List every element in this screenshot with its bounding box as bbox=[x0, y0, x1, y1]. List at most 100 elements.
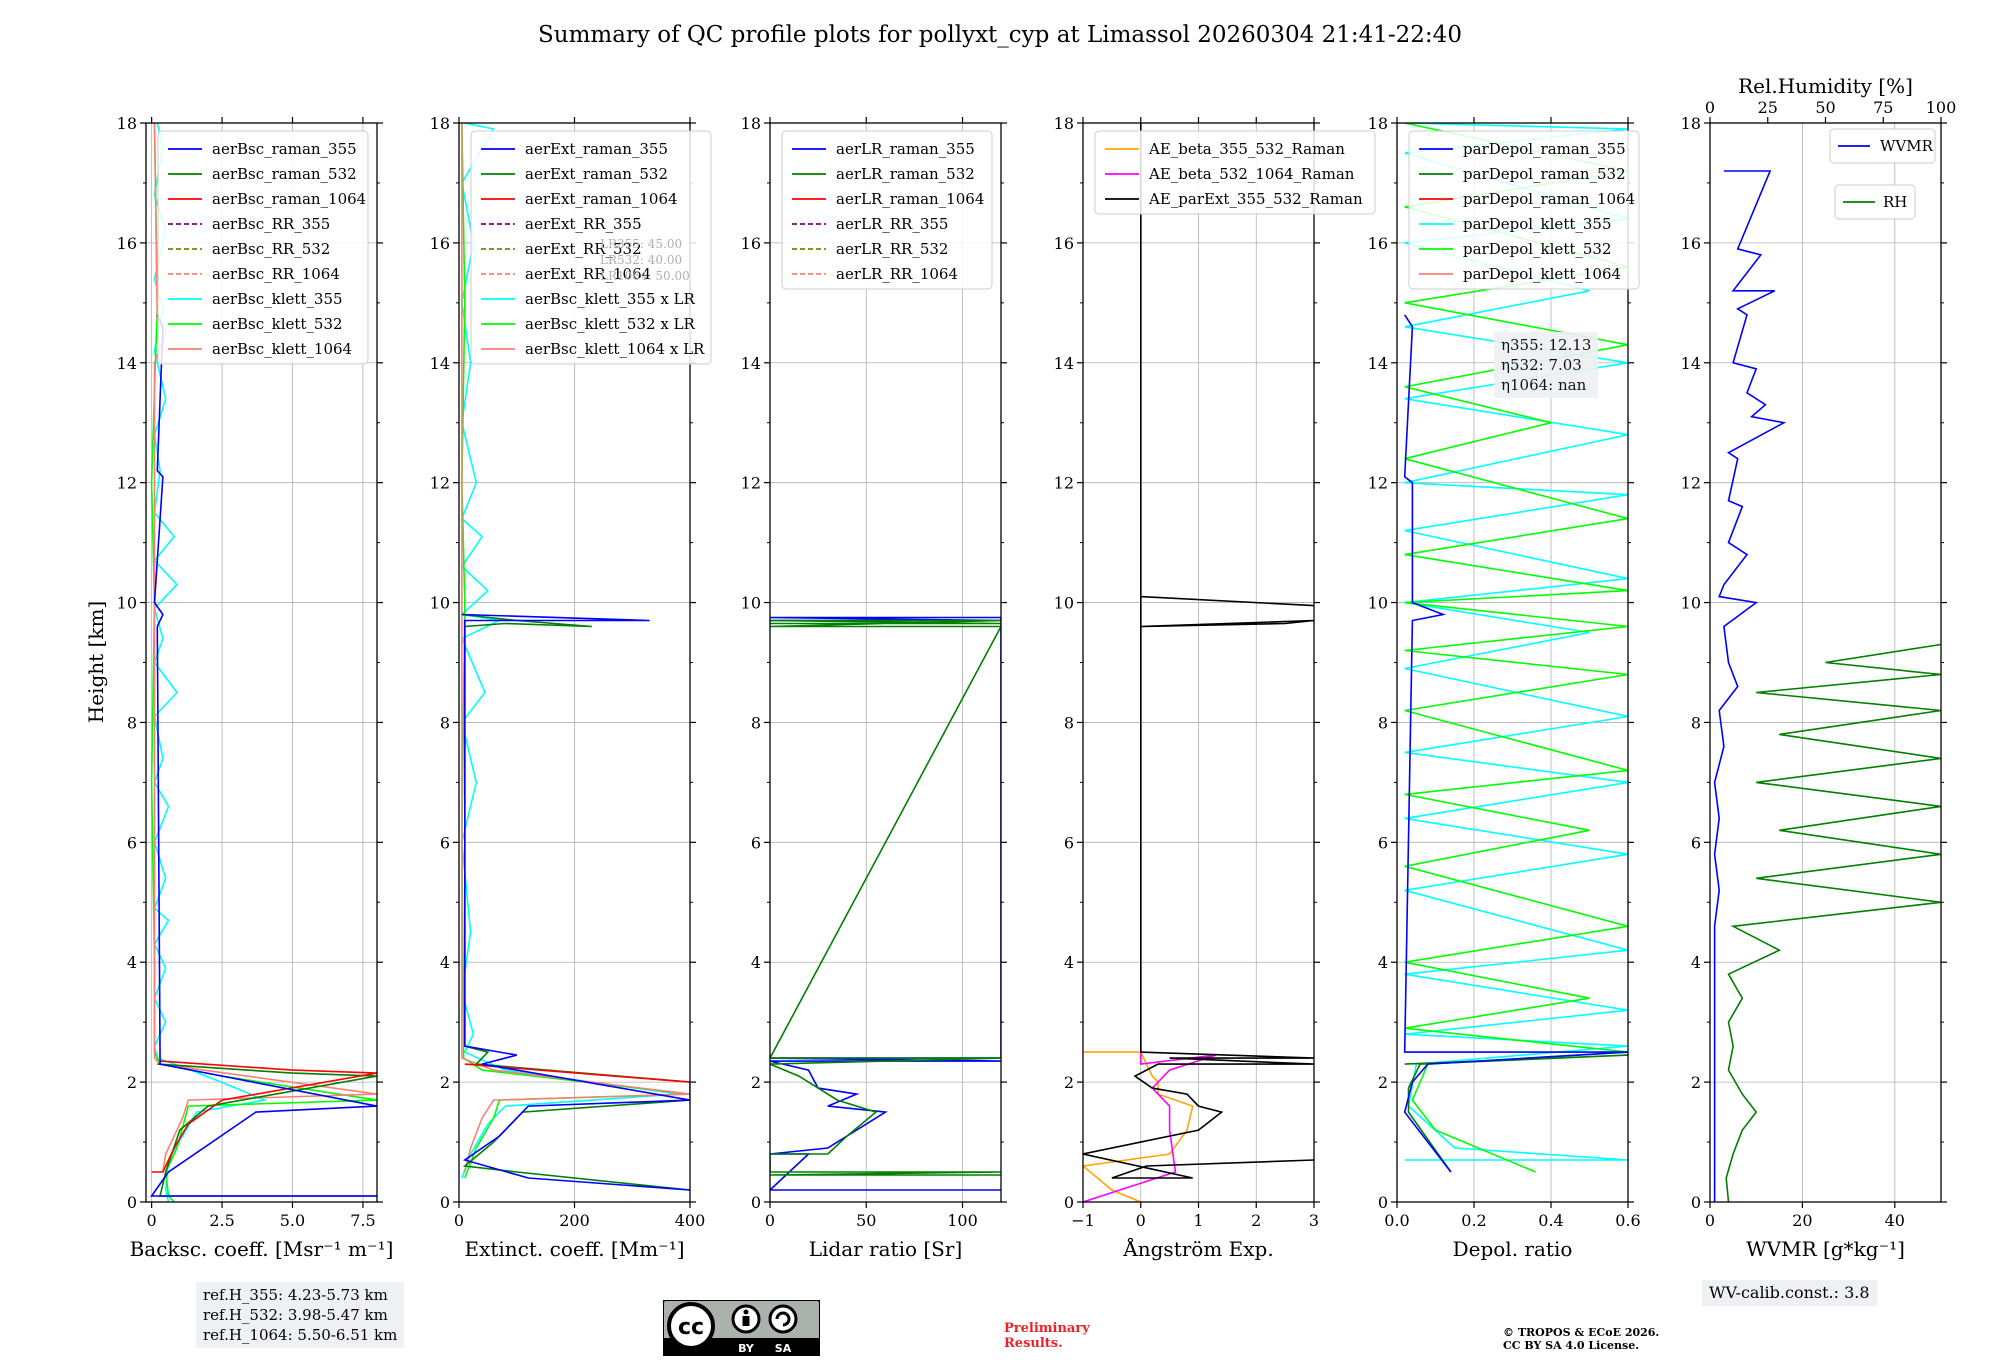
y-tick-label: 6 bbox=[1378, 833, 1388, 852]
x-tick-label: 200 bbox=[559, 1211, 590, 1230]
y-tick-label: 12 bbox=[1368, 474, 1388, 493]
x-tick-label: 0 bbox=[1705, 1211, 1715, 1230]
legend-label: aerExt_raman_532 bbox=[525, 165, 668, 183]
panel-ext: 0 2 4 6 8 10 12 14 16 18 0 200 400 Extinct. coeff. [M… bbox=[430, 114, 712, 1261]
y-tick-label: 8 bbox=[1691, 713, 1701, 732]
y-tick-label: 14 bbox=[1681, 354, 1701, 373]
x-tick-label: 400 bbox=[675, 1211, 706, 1230]
eta-1064: η1064: nan bbox=[1501, 376, 1587, 394]
y-tick-label: 6 bbox=[440, 833, 450, 852]
y-tick-label: 0 bbox=[127, 1193, 137, 1212]
y-tick-label: 16 bbox=[1368, 234, 1388, 253]
legend-label: aerBsc_raman_532 bbox=[212, 165, 357, 183]
x-tick-label: 0.6 bbox=[1615, 1211, 1640, 1230]
y-tick-label: 6 bbox=[127, 833, 137, 852]
copyright-line-1: © TROPOS & ECoE 2026. bbox=[1503, 1326, 1660, 1339]
x-tick-label: 7.5 bbox=[350, 1211, 375, 1230]
y-tick-label: 12 bbox=[741, 474, 761, 493]
legend-label: aerBsc_klett_1064 x LR bbox=[525, 340, 705, 358]
legend-label: aerBsc_RR_532 bbox=[212, 240, 330, 258]
copyright-note: © TROPOS & ECoE 2026. CC BY SA 4.0 Licen… bbox=[1503, 1326, 1659, 1352]
series-aerBsc_klett_1064 x LR bbox=[461, 123, 690, 1173]
legend-box-wvmr bbox=[1829, 128, 1936, 164]
lr-values-box: LR355: 45.00 LR532: 40.00 LR1064: 50.00 bbox=[600, 236, 690, 284]
legend-label: aerExt_raman_355 bbox=[525, 140, 668, 158]
y-tick-label: 10 bbox=[1054, 594, 1074, 613]
x-axis-label: WVMR [g*kg⁻¹] bbox=[1746, 1237, 1905, 1261]
x-axis-label: Extinct. coeff. [Mm⁻¹] bbox=[464, 1237, 684, 1261]
x-tick-label: 1 bbox=[1193, 1211, 1203, 1230]
legend-label: aerExt_raman_1064 bbox=[525, 190, 678, 208]
y-tick-label: 18 bbox=[1054, 114, 1074, 133]
panel-depol: 0 2 4 6 8 10 12 14 16 18 0.0 0.2 0.4 0.6 Depol. ratio p… bbox=[1368, 114, 1641, 1261]
y-tick-label: 6 bbox=[751, 833, 761, 852]
y-tick-label: 12 bbox=[1054, 474, 1074, 493]
legend-label: AE_parExt_355_532_Raman bbox=[1148, 190, 1363, 208]
legend-label: aerLR_raman_355 bbox=[836, 140, 975, 158]
y-tick-label: 8 bbox=[440, 713, 450, 732]
legend-label: aerExt_RR_1064 bbox=[525, 265, 651, 283]
legend-label: aerBsc_klett_1064 bbox=[212, 340, 352, 358]
cc-text: cc bbox=[678, 1315, 704, 1340]
y-tick-label: 4 bbox=[1064, 953, 1074, 972]
y-tick-label: 4 bbox=[440, 953, 450, 972]
y-tick-label: 10 bbox=[117, 594, 137, 613]
y-tick-label: 2 bbox=[1691, 1073, 1701, 1092]
top-x-tick-label: 100 bbox=[1926, 98, 1957, 117]
x-tick-label: −1 bbox=[1071, 1211, 1095, 1230]
series-WVMR bbox=[1713, 170, 1787, 1202]
y-tick-label: 2 bbox=[1064, 1073, 1074, 1092]
legend-label: aerExt_RR_532 bbox=[525, 240, 642, 258]
series-aerBsc_raman_355 bbox=[150, 314, 377, 1197]
lr-355: LR355: 45.00 bbox=[600, 237, 683, 251]
y-tick-label: 8 bbox=[1064, 713, 1074, 732]
series-aerLR_raman_355 bbox=[770, 616, 1001, 1191]
legend-box bbox=[781, 130, 993, 290]
series-parDepol_raman_355 bbox=[1403, 314, 1628, 1173]
x-tick-label: 0 bbox=[454, 1211, 464, 1230]
x-tick-label: 50 bbox=[856, 1211, 876, 1230]
y-tick-label: 6 bbox=[1064, 833, 1074, 852]
eta-355: η355: 12.13 bbox=[1501, 336, 1592, 354]
x-axis-label: Backsc. coeff. [Msr⁻¹ m⁻¹] bbox=[130, 1237, 394, 1261]
legend-label: aerBsc_klett_355 bbox=[212, 290, 343, 308]
eta-box: η355: 12.13 η532: 7.03 η1064: nan bbox=[1494, 332, 1599, 398]
legend-label: aerLR_RR_532 bbox=[836, 240, 948, 258]
legend-box bbox=[1408, 130, 1640, 290]
ref-height-1064: ref.H_1064: 5.50-6.51 km bbox=[203, 1326, 398, 1344]
eta-532: η532: 7.03 bbox=[1501, 356, 1582, 374]
legend-label: parDepol_klett_1064 bbox=[1463, 265, 1621, 283]
legend-box bbox=[470, 130, 712, 365]
y-tick-label: 16 bbox=[430, 234, 450, 253]
y-tick-label: 0 bbox=[1064, 1193, 1074, 1212]
top-x-tick-label: 0 bbox=[1705, 98, 1715, 117]
x-tick-label: 3 bbox=[1309, 1211, 1319, 1230]
y-tick-label: 18 bbox=[117, 114, 137, 133]
top-axis-label: Rel.Humidity [%] bbox=[1738, 74, 1913, 98]
top-x-tick-label: 75 bbox=[1873, 98, 1893, 117]
y-tick-label: 16 bbox=[741, 234, 761, 253]
legend-label: aerLR_RR_1064 bbox=[836, 265, 958, 283]
y-tick-label: 0 bbox=[1691, 1193, 1701, 1212]
cc-by-text: BY bbox=[738, 1342, 755, 1355]
y-tick-label: 4 bbox=[751, 953, 761, 972]
legend-label: aerLR_raman_532 bbox=[836, 165, 975, 183]
y-tick-label: 14 bbox=[430, 354, 450, 373]
legend-label: AE_beta_355_532_Raman bbox=[1148, 140, 1345, 158]
cc-by-sa-logo: cc BY SA bbox=[663, 1300, 820, 1356]
top-x-tick-label: 50 bbox=[1815, 98, 1835, 117]
y-tick-label: 16 bbox=[117, 234, 137, 253]
legend-label: aerBsc_klett_532 bbox=[212, 315, 343, 333]
y-axis-label: Height [km] bbox=[84, 601, 108, 723]
legend-label: aerBsc_RR_1064 bbox=[212, 265, 340, 283]
y-tick-label: 2 bbox=[751, 1073, 761, 1092]
legend-label: parDepol_klett_532 bbox=[1463, 240, 1612, 258]
y-tick-label: 18 bbox=[741, 114, 761, 133]
legend-label: parDepol_raman_1064 bbox=[1463, 190, 1635, 208]
preliminary-line-1: Preliminary bbox=[1004, 1321, 1090, 1336]
x-tick-label: 2.5 bbox=[209, 1211, 234, 1230]
y-tick-label: 10 bbox=[1681, 594, 1701, 613]
y-tick-label: 10 bbox=[430, 594, 450, 613]
